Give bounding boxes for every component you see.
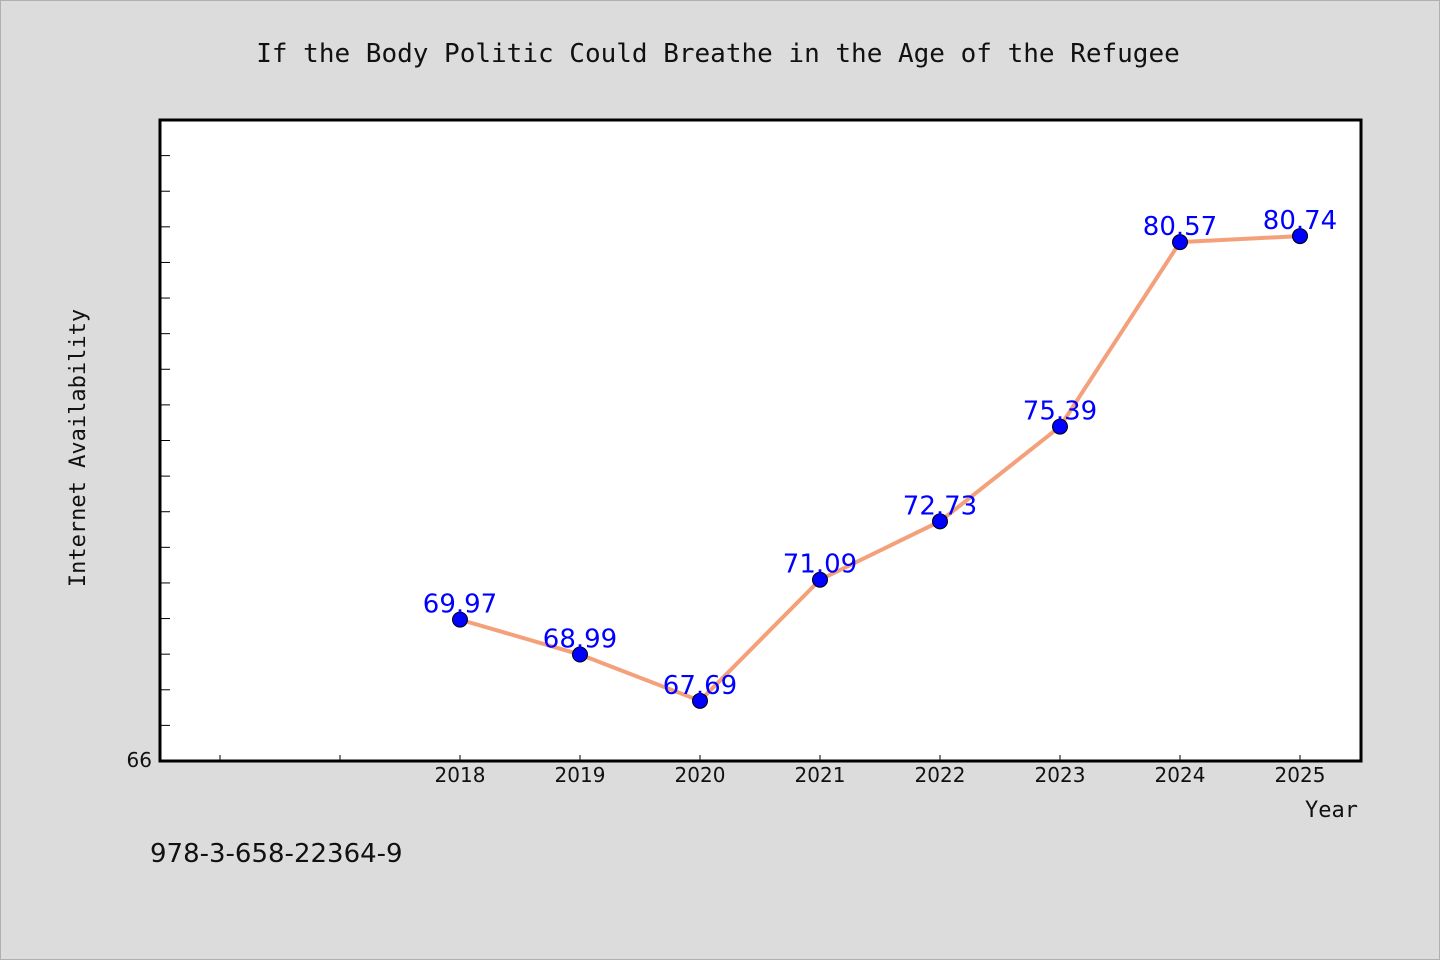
plot-area (160, 120, 1361, 761)
x-tick-label-2024: 2024 (1155, 763, 1206, 787)
point-marker-2025 (1292, 228, 1308, 245)
series-line (459, 234, 1301, 703)
point-marker-2021 (812, 571, 828, 588)
x-tick-labels: 2018 2019 2020 2021 2022 2023 2024 2025 (435, 763, 1326, 787)
x-tick-label-2019: 2019 (555, 763, 606, 787)
point-marker-2023 (1052, 418, 1068, 435)
x-tick-label-2025: 2025 (1275, 763, 1326, 787)
point-marker-2019 (572, 646, 588, 663)
point-marker-2022 (932, 513, 948, 530)
plot-frame (158, 118, 1363, 763)
data-label-2020: 67.69 (663, 671, 737, 701)
footnote-isbn: 978-3-658-22364-9 (150, 839, 403, 869)
series-polyline (459, 234, 1301, 703)
data-label-2023: 75.39 (1023, 397, 1097, 427)
data-label-2024: 80.57 (1143, 212, 1217, 242)
data-label-2018: 69.97 (423, 590, 497, 620)
x-tick-label-2023: 2023 (1035, 763, 1086, 787)
y-axis-label: Internet Availability (66, 309, 91, 587)
data-labels: 69.97 68.99 67.69 71.09 72.73 75.39 80.57 80.74 (423, 206, 1337, 701)
x-axis-label: Year (1305, 798, 1358, 823)
point-marker-2024 (1172, 234, 1188, 251)
data-label-2022: 72.73 (903, 491, 977, 521)
y-tick-label-66: 66 (127, 748, 152, 772)
point-marker-2020 (692, 692, 708, 709)
point-marker-2018 (452, 611, 468, 628)
data-label-2019: 68.99 (543, 625, 617, 655)
data-label-2025: 80.74 (1263, 206, 1337, 236)
x-tick-label-2020: 2020 (675, 763, 726, 787)
chart-title: If the Body Politic Could Breathe in the… (256, 39, 1180, 69)
x-tick-label-2018: 2018 (435, 763, 486, 787)
series-markers (452, 228, 1308, 709)
x-tick-label-2022: 2022 (915, 763, 966, 787)
data-label-2021: 71.09 (783, 550, 857, 580)
y-axis-ticks (160, 155, 170, 726)
x-tick-label-2021: 2021 (795, 763, 846, 787)
